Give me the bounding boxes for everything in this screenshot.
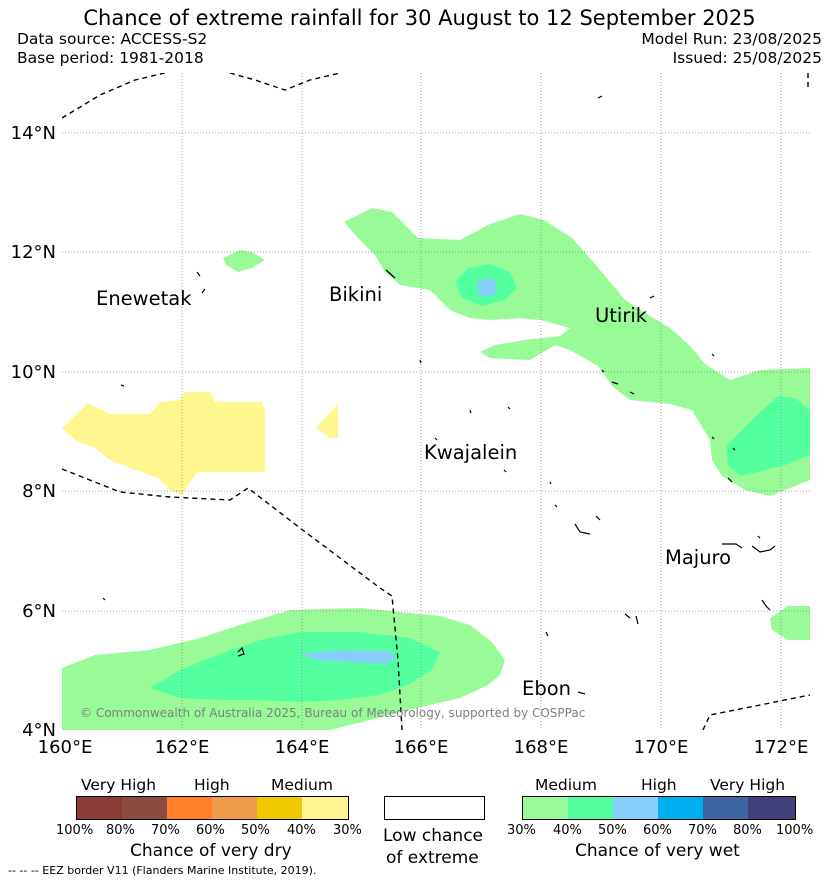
wet-swatch-70-80 [703,797,749,819]
lon-tick-168: 168°E [514,737,569,758]
eez-borders [62,73,810,730]
wet-swatch-80-100 [748,797,795,819]
wet-tick-60: 60% [643,823,672,838]
dry-tick-80: 80% [106,823,135,838]
copyright-notice: © Commonwealth of Australia 2025, Bureau… [80,706,585,720]
dry-tick-70: 70% [151,823,180,838]
dry-tick-60: 60% [196,823,225,838]
lon-tick-160: 160°E [38,737,93,758]
dry-swatch-70-60 [167,797,213,819]
lon-tick-166: 166°E [394,737,449,758]
rainfall-map: Enewetak Bikini Utirik Kwajalein Majuro … [11,73,810,758]
wet-tick-40: 40% [553,823,582,838]
coastlines [102,95,776,695]
legend-wet-high: High [641,776,677,794]
meta-left: Data source: ACCESS-S2 Base period: 1981… [17,30,207,68]
dry-swatch-50-40 [257,797,303,819]
lon-tick-170: 170°E [634,737,689,758]
lat-tick-4: 4°N [22,720,56,741]
legend-low-swatch [384,796,485,820]
wet-region-southeast [770,606,810,640]
wet-40-50-east [726,396,810,476]
wet-tick-70: 70% [688,823,717,838]
dry-tick-100: 100% [56,823,94,838]
base-period: Base period: 1981-2018 [17,49,204,67]
map-title: Chance of extreme rainfall for 30 August… [83,6,756,30]
legend-dry-colorbar [76,796,349,820]
wet-40-50-south [150,632,440,702]
longitude-ticks: 160°E 162°E 164°E 166°E 168°E 170°E 172°… [38,737,809,758]
wet-swatch-40-50 [568,797,614,819]
legend-wet-very-high: Very High [710,776,786,794]
wet-tick-100: 100% [776,823,814,838]
place-ebon: Ebon [522,677,571,700]
legend-dry-medium: Medium [271,776,333,794]
wet-50-60-south [300,650,396,664]
lon-tick-172: 172°E [754,737,809,758]
place-kwajalein: Kwajalein [424,441,517,464]
lon-tick-164: 164°E [275,737,330,758]
legend-dry-very-high: Very High [81,776,157,794]
dry-tick-50: 50% [241,823,270,838]
legend-low-line1: Low chance [383,826,483,846]
legend-dry-high: High [194,776,230,794]
dry-tick-30: 30% [333,823,362,838]
wet-tick-30: 30% [507,823,536,838]
issued-date: Issued: 25/08/2025 [672,49,822,67]
wet-region-small-west [223,250,265,272]
place-bikini: Bikini [329,283,382,306]
wet-swatch-60-70 [658,797,704,819]
place-majuro: Majuro [665,546,731,569]
data-source: Data source: ACCESS-S2 [17,30,208,48]
legend-wet-title: Chance of very wet [575,841,740,861]
dry-region-small [316,404,338,438]
lon-tick-162: 162°E [155,737,210,758]
wet-tick-50: 50% [598,823,627,838]
wet-50-60-north [477,278,497,296]
wet-swatch-30-40 [523,797,569,819]
legend-wet-medium: Medium [535,776,597,794]
lat-tick-12: 12°N [11,242,56,263]
lat-tick-6: 6°N [22,601,56,622]
wet-tick-80: 80% [733,823,762,838]
dry-swatch-40-30 [302,797,348,819]
model-run: Model Run: 23/08/2025 [641,30,822,48]
map-plot-area: Enewetak Bikini Utirik Kwajalein Majuro … [62,73,810,730]
wet-swatch-50-60 [613,797,659,819]
dry-tick-40: 40% [287,823,316,838]
dry-region-west [62,392,265,495]
lat-tick-10: 10°N [11,362,56,383]
legend-wet-colorbar [522,796,796,820]
lat-tick-14: 14°N [11,123,56,144]
meta-right: Model Run: 23/08/2025 Issued: 25/08/2025 [641,30,822,68]
legend-dry-title: Chance of very dry [130,841,292,861]
dry-swatch-80-70 [122,797,168,819]
dry-swatch-100-80 [77,797,123,819]
place-enewetak: Enewetak [96,287,192,310]
dry-swatch-60-50 [212,797,258,819]
latitude-ticks: 14°N 12°N 10°N 8°N 6°N 4°N [11,123,56,741]
eez-footnote: -- -- -- EEZ border V11 (Flanders Marine… [8,864,317,877]
legend-low-line2: of extreme [386,848,479,868]
lat-tick-8: 8°N [22,481,56,502]
place-utirik: Utirik [595,304,648,327]
